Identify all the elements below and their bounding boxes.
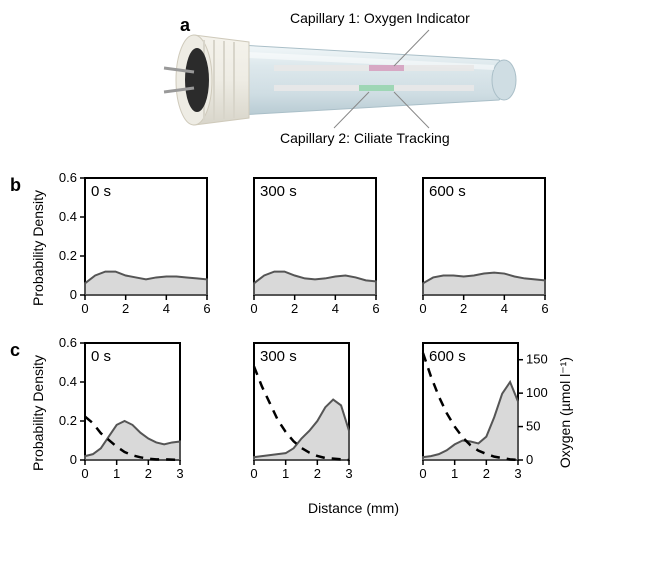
panel-b-ylabel: Probability Density bbox=[30, 190, 46, 306]
svg-text:150: 150 bbox=[526, 352, 548, 367]
svg-text:600 s: 600 s bbox=[429, 348, 466, 365]
svg-text:0: 0 bbox=[70, 452, 77, 467]
panel-b-row: b Probability Density 024600.20.40.60 s0… bbox=[10, 170, 647, 325]
svg-text:0 s: 0 s bbox=[91, 348, 111, 365]
svg-text:0.4: 0.4 bbox=[59, 209, 77, 224]
svg-text:0: 0 bbox=[70, 287, 77, 302]
svg-text:2: 2 bbox=[145, 466, 152, 481]
svg-text:1: 1 bbox=[282, 466, 289, 481]
svg-text:0: 0 bbox=[250, 466, 257, 481]
svg-text:300 s: 300 s bbox=[260, 348, 297, 365]
svg-text:0.2: 0.2 bbox=[59, 248, 77, 263]
svg-text:0.6: 0.6 bbox=[59, 170, 77, 185]
svg-text:300 s: 300 s bbox=[260, 183, 297, 200]
svg-text:6: 6 bbox=[203, 301, 210, 316]
xlabel: Distance (mm) bbox=[60, 500, 647, 516]
svg-text:100: 100 bbox=[526, 385, 548, 400]
svg-text:3: 3 bbox=[514, 466, 521, 481]
svg-text:2: 2 bbox=[122, 301, 129, 316]
svg-text:50: 50 bbox=[526, 419, 540, 434]
svg-text:0.2: 0.2 bbox=[59, 413, 77, 428]
panel-c-ylabel-right: Oxygen (µmol l⁻¹) bbox=[557, 357, 573, 468]
svg-text:2: 2 bbox=[291, 301, 298, 316]
svg-text:0: 0 bbox=[81, 466, 88, 481]
svg-text:0: 0 bbox=[419, 466, 426, 481]
svg-text:0: 0 bbox=[250, 301, 257, 316]
panel-c-chart-2: 0123050100150600 s bbox=[388, 335, 553, 490]
panel-c-row: c Probability Density 012300.20.40.60 s0… bbox=[10, 335, 647, 490]
svg-text:1: 1 bbox=[113, 466, 120, 481]
cap1-label: Capillary 1: Oxygen Indicator bbox=[290, 10, 470, 26]
panel-b-chart-2: 0 2 4 6 600 s bbox=[388, 170, 553, 325]
panel-c-charts: 012300.20.40.60 s0123300 s01230501001506… bbox=[50, 335, 553, 490]
panel-c-label: c bbox=[10, 340, 30, 361]
svg-text:3: 3 bbox=[176, 466, 183, 481]
svg-text:2: 2 bbox=[460, 301, 467, 316]
panel-b-charts: 0 2 4 6 0 0.2 0.4 0.6 0 s 0 2 4 6 300 s 0 2 4 6 600 s bbox=[50, 170, 553, 325]
svg-text:2: 2 bbox=[314, 466, 321, 481]
svg-text:4: 4 bbox=[332, 301, 339, 316]
svg-text:0 s: 0 s bbox=[91, 183, 111, 200]
svg-text:0.4: 0.4 bbox=[59, 374, 77, 389]
svg-text:6: 6 bbox=[372, 301, 379, 316]
svg-text:600 s: 600 s bbox=[429, 183, 466, 200]
panel-c-chart-1: 0 1 2 3 300 s bbox=[219, 335, 384, 490]
panel-c-ylabel: Probability Density bbox=[30, 355, 46, 471]
svg-text:3: 3 bbox=[345, 466, 352, 481]
svg-text:1: 1 bbox=[451, 466, 458, 481]
panel-b-label: b bbox=[10, 175, 30, 196]
svg-text:0: 0 bbox=[526, 452, 533, 467]
svg-text:2: 2 bbox=[483, 466, 490, 481]
svg-text:0.6: 0.6 bbox=[59, 335, 77, 350]
panel-a-label: a bbox=[180, 15, 200, 36]
panel-c-chart-0: 0 1 2 3 0 0.2 0.4 0.6 0 s bbox=[50, 335, 215, 490]
svg-text:6: 6 bbox=[541, 301, 548, 316]
svg-text:0: 0 bbox=[81, 301, 88, 316]
panel-a: a Capillary 1: Oxygen Indicator Capillar… bbox=[10, 10, 647, 160]
svg-text:0: 0 bbox=[419, 301, 426, 316]
panel-b-chart-0: 0 2 4 6 0 0.2 0.4 0.6 0 s bbox=[50, 170, 215, 325]
cap2-label: Capillary 2: Ciliate Tracking bbox=[280, 130, 450, 146]
figure: a Capillary 1: Oxygen Indicator Capillar… bbox=[10, 10, 647, 516]
svg-text:4: 4 bbox=[501, 301, 508, 316]
svg-text:4: 4 bbox=[163, 301, 170, 316]
panel-b-chart-1: 0 2 4 6 300 s bbox=[219, 170, 384, 325]
